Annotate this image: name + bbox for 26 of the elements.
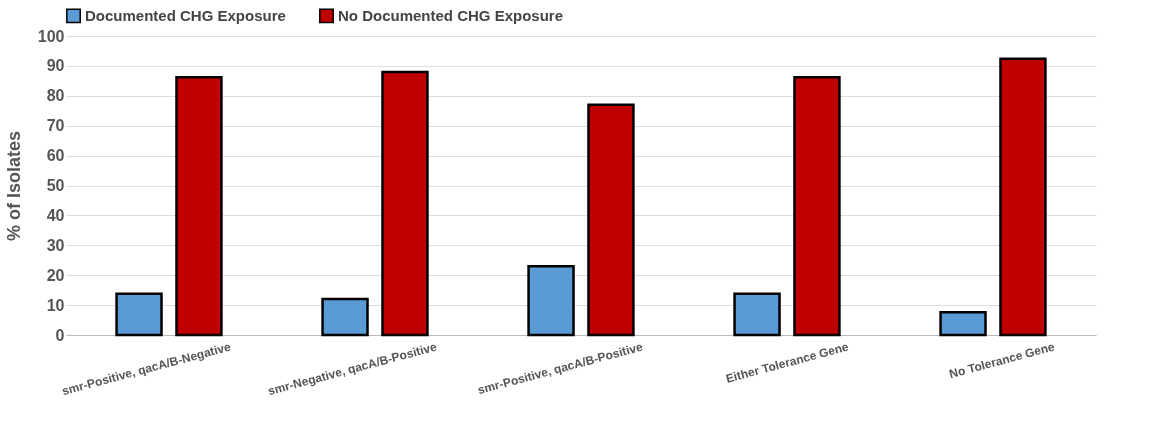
y-tick-label: 60 [46,147,65,165]
y-tick-label: 50 [46,177,65,194]
y-tick-label: 80 [46,87,65,105]
x-tick-label: Either Tolerance Gene [724,339,851,386]
y-tick-label: 40 [46,206,65,224]
bar [939,311,987,337]
y-tick-label: 20 [46,266,65,284]
legend-label: No Documented CHG Exposure [338,6,564,24]
bar [527,264,575,337]
bar [999,57,1047,337]
y-tick-label: 90 [46,57,65,75]
bar [175,76,223,337]
y-tick-label: 10 [46,296,65,314]
y-tick-label: 100 [37,27,65,45]
bar [587,103,635,337]
y-tick-label: 70 [46,117,65,135]
legend-label: Documented CHG Exposure [85,6,286,24]
bar [793,76,841,337]
y-tick-label: 30 [46,236,65,254]
y-tick-label: 0 [55,326,65,344]
x-tick-label: No Tolerance Gene [947,339,1057,382]
bar [381,70,429,337]
y-axis-title: % of Isolates [3,130,24,242]
bar [321,297,369,337]
bar [115,292,163,337]
bar [733,292,781,337]
